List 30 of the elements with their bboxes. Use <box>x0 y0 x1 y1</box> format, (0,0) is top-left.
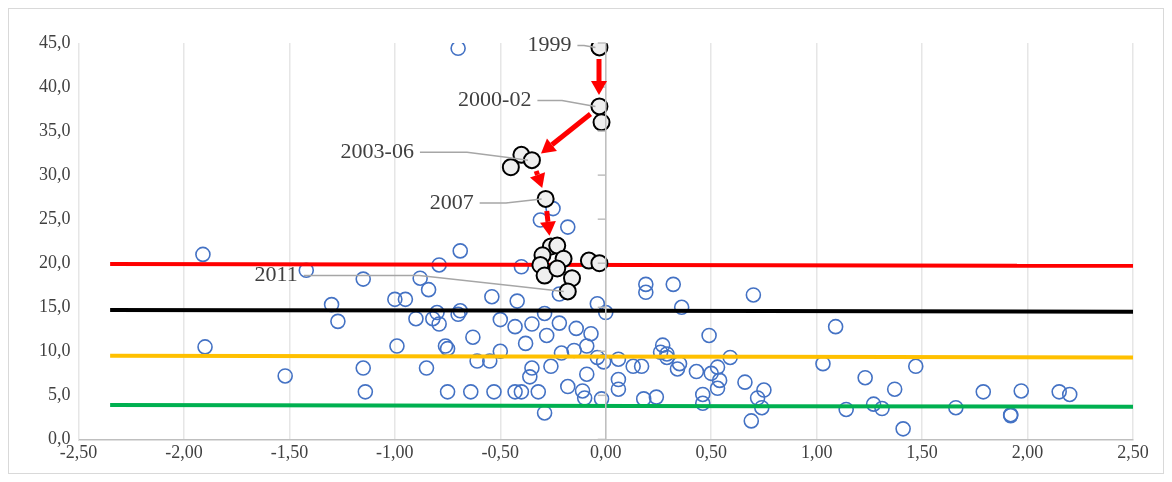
y-tick-label: 20,0 <box>39 251 71 272</box>
x-tick-label: 0,00 <box>590 441 622 462</box>
x-tick-label: -0,50 <box>481 441 520 462</box>
point <box>501 158 520 177</box>
x-tick-label: 2,00 <box>1011 441 1044 462</box>
y-tick-label: 35,0 <box>39 119 71 140</box>
y-tick-label: 5,0 <box>48 384 71 405</box>
point <box>548 236 567 255</box>
annotation: 2011 <box>254 261 298 287</box>
x-tick-label: 0,50 <box>695 441 727 462</box>
annotation: 1999 <box>527 31 572 57</box>
y-tick-label: 10,0 <box>39 340 71 361</box>
point <box>548 259 567 278</box>
annotation: 2000-02 <box>458 86 532 112</box>
annotation: 2007 <box>429 188 474 214</box>
x-tick-label: 2,50 <box>1117 441 1149 462</box>
point <box>536 189 555 208</box>
x-tick-label: -1,00 <box>376 441 414 462</box>
y-tick-label: 40,0 <box>39 75 71 96</box>
point <box>522 151 541 170</box>
y-tick-label: 25,0 <box>39 207 71 228</box>
x-tick-label: -1,50 <box>270 441 309 462</box>
x-tick-label: 1,50 <box>906 441 938 462</box>
point <box>558 282 577 301</box>
y-tick-label: 45,0 <box>39 31 71 52</box>
y-tick-label: 30,0 <box>39 163 71 184</box>
annotation: 2003-06 <box>340 137 414 163</box>
x-tick-label: -2,00 <box>165 441 203 462</box>
x-tick-label: 1,00 <box>800 441 833 462</box>
y-tick-label: 15,0 <box>39 296 71 316</box>
